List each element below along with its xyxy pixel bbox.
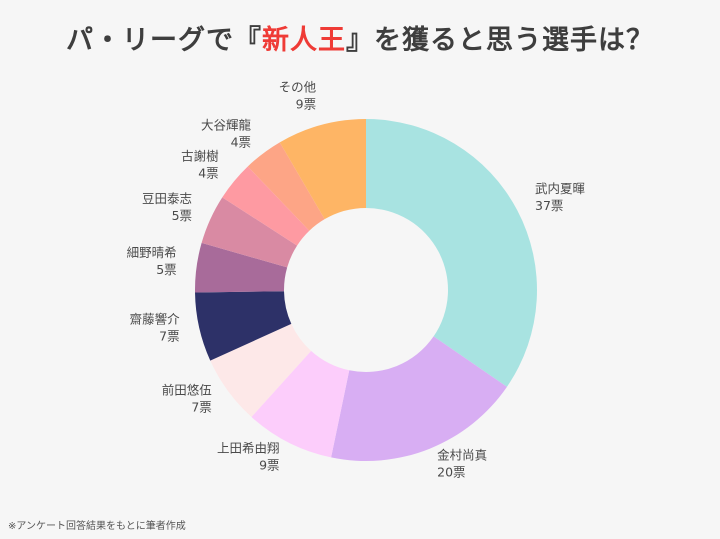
slice-9 [279, 119, 366, 220]
slice-0 [366, 119, 537, 387]
slice-5 [195, 242, 288, 293]
slice-7 [222, 166, 310, 246]
slice-label-name-1: 金村尚真 [437, 447, 487, 462]
slice-label-value-1: 20票 [437, 464, 465, 479]
slice-label-name-9: その他 [279, 80, 317, 95]
slice-label-value-9: 9票 [296, 97, 316, 112]
slice-6 [201, 197, 298, 268]
footnote: ※アンケート回答結果をもとに筆者作成 [8, 521, 186, 532]
slice-label-value-8: 4票 [231, 134, 251, 149]
slice-label-name-5: 細野晴希 [127, 245, 177, 260]
slice-label-value-2: 9票 [259, 457, 279, 472]
slice-label-value-5: 5票 [156, 262, 176, 277]
slice-label-name-7: 古謝樹 [181, 148, 219, 163]
slice-label-value-6: 5票 [172, 208, 192, 223]
slice-2 [251, 350, 350, 458]
donut-slices [195, 119, 537, 462]
slice-label-name-4: 齋藤響介 [130, 312, 181, 327]
title-suffix: 』を獲ると思う選手は？ [346, 25, 654, 56]
slice-labels: 武内夏暉37票金村尚真20票上田希由翔9票前田悠伍7票齋藤響介7票細野晴希5票豆… [127, 80, 585, 480]
slice-3 [210, 323, 312, 417]
slice-label-name-3: 前田悠伍 [162, 383, 212, 398]
slice-label-value-0: 37票 [535, 198, 563, 213]
slice-label-value-7: 4票 [198, 165, 218, 180]
slice-label-name-6: 豆田泰志 [142, 191, 192, 206]
slice-label-name-0: 武内夏暉 [535, 181, 585, 196]
slice-label-value-4: 7票 [159, 329, 179, 344]
slice-label-value-3: 7票 [191, 400, 211, 415]
title-prefix: パ・リーグで『 [66, 25, 262, 56]
slice-label-name-2: 上田希由翔 [217, 440, 280, 455]
title-highlight: 新人王 [262, 25, 346, 56]
chart-title: パ・リーグで『新人王』を獲ると思う選手は？ [0, 18, 720, 57]
slice-label-name-8: 大谷輝龍 [201, 117, 252, 132]
slice-1 [331, 336, 507, 462]
slice-8 [247, 142, 325, 231]
slice-4 [195, 291, 292, 361]
